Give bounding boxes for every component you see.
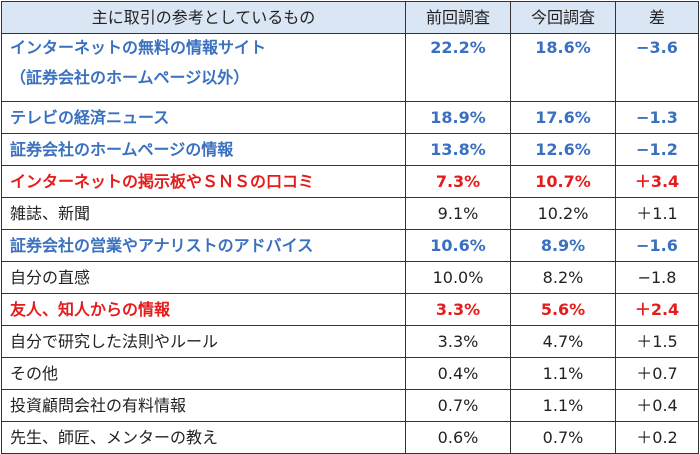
header-previous-survey: 前回調査: [405, 1, 511, 34]
row-previous: 10.0%: [405, 261, 511, 294]
row-current: 1.1%: [510, 389, 616, 422]
row-difference: ＋0.2: [615, 421, 699, 454]
row-previous: 22.2%: [405, 33, 511, 102]
table-row: 自分の直感 10.0% 8.2% −1.8: [1, 261, 699, 294]
table-row: 先生、師匠、メンターの教え 0.6% 0.7% ＋0.2: [1, 421, 699, 454]
header-difference: 差: [615, 1, 699, 34]
row-current: 10.2%: [510, 197, 616, 230]
row-current: 10.7%: [510, 165, 616, 198]
header-current-survey: 今回調査: [510, 1, 616, 34]
row-difference: ＋0.7: [615, 357, 699, 390]
row-label: 自分で研究した法則やルール: [1, 325, 406, 358]
table-row: 自分で研究した法則やルール 3.3% 4.7% ＋1.5: [1, 325, 699, 358]
table-row: インターネットの掲示板やＳＮＳの口コミ 7.3% 10.7% ＋3.4: [1, 165, 699, 198]
row-difference: ＋2.4: [615, 293, 699, 326]
table-row: 証券会社の営業やアナリストのアドバイス 10.6% 8.9% −1.6: [1, 229, 699, 262]
table-row: 友人、知人からの情報 3.3% 5.6% ＋2.4: [1, 293, 699, 326]
row-current: 1.1%: [510, 357, 616, 390]
row-current: 12.6%: [510, 133, 616, 166]
row-label: 先生、師匠、メンターの教え: [1, 421, 406, 454]
row-difference: −1.2: [615, 133, 699, 166]
row-label: 証券会社の営業やアナリストのアドバイス: [1, 229, 406, 262]
row-current: 0.7%: [510, 421, 616, 454]
row-current: 17.6%: [510, 101, 616, 134]
row-previous: 13.8%: [405, 133, 511, 166]
row-label: その他: [1, 357, 406, 390]
row-difference: −1.3: [615, 101, 699, 134]
row-previous: 0.6%: [405, 421, 511, 454]
row-previous: 0.7%: [405, 389, 511, 422]
row-label: 自分の直感: [1, 261, 406, 294]
row-label: インターネットの無料の情報サイト （証券会社のホームページ以外）: [1, 33, 406, 102]
row-label: 雑誌、新聞: [1, 197, 406, 230]
row-previous: 10.6%: [405, 229, 511, 262]
row-difference: ＋3.4: [615, 165, 699, 198]
row-previous: 0.4%: [405, 357, 511, 390]
row-label: 友人、知人からの情報: [1, 293, 406, 326]
row-difference: ＋0.4: [615, 389, 699, 422]
table-row: その他 0.4% 1.1% ＋0.7: [1, 357, 699, 390]
row-current: 8.2%: [510, 261, 616, 294]
row-previous: 3.3%: [405, 293, 511, 326]
row-difference: ＋1.5: [615, 325, 699, 358]
row-previous: 3.3%: [405, 325, 511, 358]
table-header: 主に取引の参考としているもの 前回調査 今回調査 差: [1, 1, 699, 34]
row-current: 8.9%: [510, 229, 616, 262]
row-difference: −3.6: [615, 33, 699, 102]
row-label: 投資顧問会社の有料情報: [1, 389, 406, 422]
row-difference: ＋1.1: [615, 197, 699, 230]
header-source: 主に取引の参考としているもの: [1, 1, 406, 34]
row-current: 18.6%: [510, 33, 616, 102]
table-row: 雑誌、新聞 9.1% 10.2% ＋1.1: [1, 197, 699, 230]
table-row: 投資顧問会社の有料情報 0.7% 1.1% ＋0.4: [1, 389, 699, 422]
row-difference: −1.8: [615, 261, 699, 294]
row-current: 4.7%: [510, 325, 616, 358]
row-current: 5.6%: [510, 293, 616, 326]
row-previous: 7.3%: [405, 165, 511, 198]
table-row: インターネットの無料の情報サイト （証券会社のホームページ以外） 22.2% 1…: [1, 33, 699, 102]
row-previous: 18.9%: [405, 101, 511, 134]
row-label-line2: （証券会社のホームページ以外）: [10, 67, 250, 87]
row-previous: 9.1%: [405, 197, 511, 230]
table-row: 証券会社のホームページの情報 13.8% 12.6% −1.2: [1, 133, 699, 166]
row-label: 証券会社のホームページの情報: [1, 133, 406, 166]
row-label-line1: インターネットの無料の情報サイト: [10, 38, 267, 57]
table-body: インターネットの無料の情報サイト （証券会社のホームページ以外） 22.2% 1…: [1, 33, 699, 454]
header-row: 主に取引の参考としているもの 前回調査 今回調査 差: [1, 1, 699, 34]
table-row: テレビの経済ニュース 18.9% 17.6% −1.3: [1, 101, 699, 134]
row-difference: −1.6: [615, 229, 699, 262]
row-label: インターネットの掲示板やＳＮＳの口コミ: [1, 165, 406, 198]
row-label: テレビの経済ニュース: [1, 101, 406, 134]
